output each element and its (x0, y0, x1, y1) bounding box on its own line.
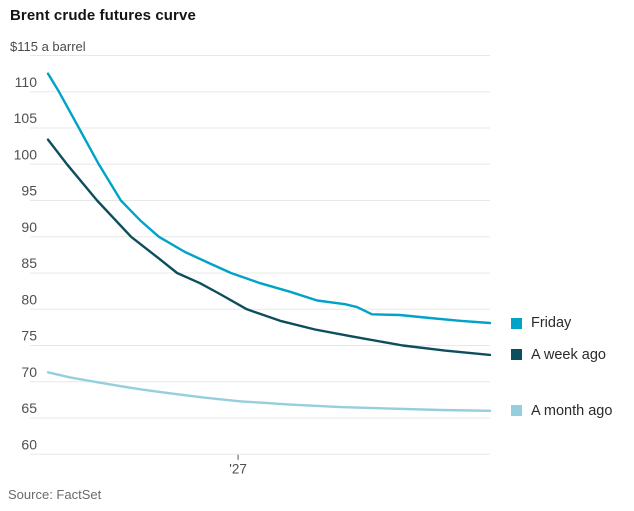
y-axis-tick-label: 75 (21, 328, 37, 344)
y-axis-tick-label: 85 (21, 255, 37, 271)
y-axis-tick-label: 60 (21, 436, 37, 452)
y-axis-tick-label: 105 (14, 110, 38, 126)
y-axis-tick-label: 90 (21, 219, 37, 235)
series-line-week-ago (46, 138, 492, 357)
x-axis-tick-label: '27 (229, 461, 247, 476)
chart-title: Brent crude futures curve (10, 7, 196, 24)
y-axis-tick-label: 70 (21, 364, 37, 380)
y-axis-unit-label: $115 a barrel (10, 39, 86, 54)
series-line-month-ago (46, 371, 492, 412)
y-axis-tick-label: 80 (21, 291, 37, 307)
y-axis-tick-label: 95 (21, 183, 37, 199)
y-axis-tick-label: 65 (21, 400, 37, 416)
y-axis-tick-label: 110 (15, 74, 38, 90)
series-line-friday (46, 72, 492, 325)
y-axis-tick-label: 100 (14, 146, 38, 162)
source-note: Source: FactSet (8, 487, 102, 502)
